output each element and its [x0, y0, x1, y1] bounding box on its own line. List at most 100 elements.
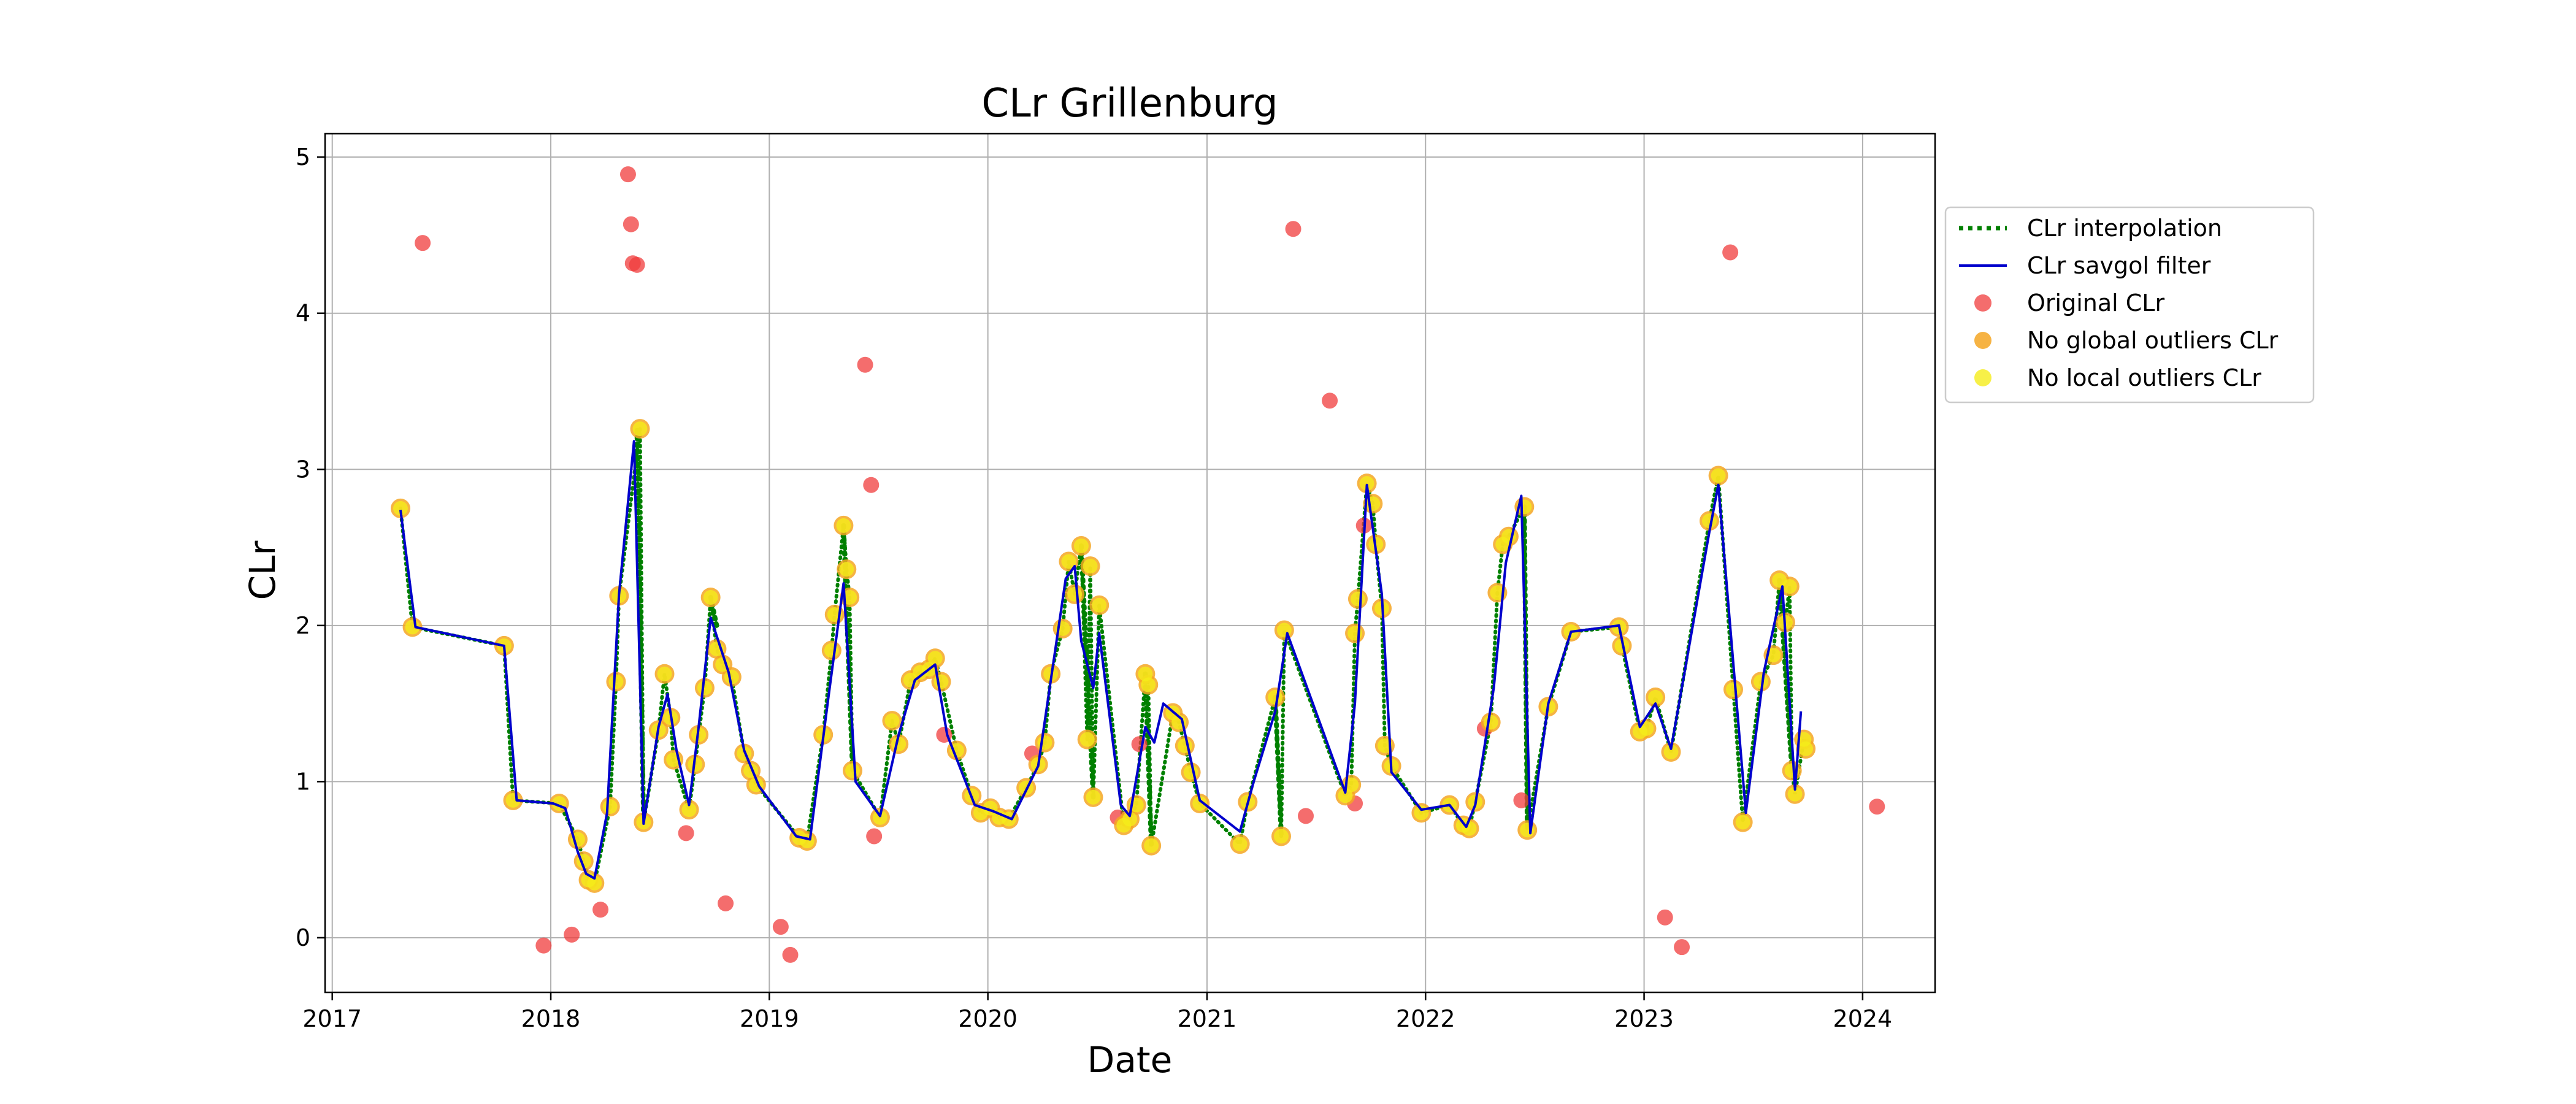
no-local-outliers-point [1061, 554, 1076, 569]
interpolation-segment [1273, 694, 1284, 839]
no-local-outliers-point [1798, 741, 1814, 756]
original-clr-point [415, 235, 431, 251]
no-local-outliers-point [839, 562, 854, 577]
no-local-outliers-point [842, 590, 857, 605]
original-clr-point [718, 895, 734, 911]
no-local-outliers-point [1183, 765, 1198, 780]
savgol-line [399, 440, 1803, 880]
legend: CLr interpolation CLr savgol filter Origin… [1944, 206, 2315, 404]
no-local-outliers-point [872, 810, 887, 825]
no-local-outliers-point [927, 651, 943, 666]
no-local-outliers-point [1735, 815, 1750, 830]
no-local-outliers-point [1276, 623, 1292, 638]
no-local-outliers-point [587, 875, 602, 891]
original-clr-point [866, 828, 883, 845]
no-local-outliers-point [1037, 735, 1052, 750]
no-local-outliers-point [1232, 837, 1248, 852]
no-local-outliers-point [1782, 579, 1797, 594]
no-local-outliers-point [1787, 786, 1803, 802]
no-local-outliers-point [1483, 715, 1498, 730]
x-tick-label: 2017 [302, 1005, 362, 1032]
original-clr-point [629, 256, 645, 273]
no-local-outliers-point [1067, 586, 1083, 602]
legend-handle-global [1974, 332, 1991, 349]
no-local-outliers-point [1079, 732, 1095, 747]
no-local-outliers-point [632, 421, 648, 437]
no-local-outliers-point [1711, 468, 1726, 483]
x-tick-label: 2024 [1833, 1005, 1893, 1032]
no-local-outliers-point [1073, 539, 1089, 553]
no-local-outliers-point [1192, 796, 1208, 811]
legend-label-original: Original CLr [2027, 289, 2164, 316]
no-local-outliers-point [681, 802, 697, 818]
no-local-outliers-point [824, 643, 839, 658]
no-local-outliers-point [393, 500, 408, 516]
no-local-outliers-point [1648, 689, 1663, 705]
no-local-outliers-point [1490, 585, 1505, 600]
x-axis-label: Date [1087, 1039, 1173, 1081]
plot-frame [324, 132, 1936, 994]
no-local-outliers-point [836, 518, 851, 533]
original-clr-point [772, 919, 789, 935]
legend-label-interpolation: CLr interpolation [2027, 215, 2222, 242]
no-local-outliers-point [884, 713, 900, 729]
original-clr-point [1674, 939, 1690, 956]
no-local-outliers-point [1122, 811, 1138, 827]
no-local-outliers-point [697, 680, 712, 696]
original-clr-point [857, 356, 873, 373]
chart-title: CLr Grillenburg [981, 81, 1278, 126]
original-clr-point [623, 216, 639, 232]
y-tick-label: 4 [296, 300, 310, 327]
legend-box [1944, 206, 2315, 404]
x-tick-label: 2019 [740, 1005, 799, 1032]
original-clr-point [1869, 799, 1885, 815]
y-tick-label: 1 [296, 768, 310, 795]
no-local-outliers-point [1359, 476, 1374, 491]
y-tick-label: 5 [296, 144, 310, 171]
x-tick-label: 2021 [1178, 1005, 1237, 1032]
no-local-outliers-point [1268, 689, 1283, 705]
original-clr-point [782, 946, 799, 963]
grid-lines [325, 134, 1935, 992]
legend-label-local: No local outliers CLr [2027, 364, 2261, 391]
no-local-outliers-point [1144, 838, 1159, 853]
original-clr-point [592, 902, 609, 918]
y-axis-ticks: 0 1 2 3 4 5 [296, 144, 325, 951]
no-local-outliers-point [1092, 597, 1107, 613]
original-clr-point [678, 825, 694, 841]
no-local-outliers-point [1377, 738, 1392, 753]
original-clr-point [535, 937, 552, 954]
original-clr-point [1322, 393, 1338, 409]
y-tick-label: 0 [296, 924, 310, 951]
x-tick-label: 2018 [521, 1005, 581, 1032]
original-clr-point [1298, 808, 1314, 824]
no-local-outliers-point [1639, 721, 1654, 736]
original-clr-point [1722, 244, 1739, 261]
no-local-outliers-point [1726, 682, 1741, 697]
no-local-outliers-point [1350, 591, 1365, 607]
no-local-outliers-point [1663, 745, 1679, 759]
no-local-outliers-point [845, 763, 861, 778]
legend-handle-original [1974, 294, 1991, 312]
legend-label-global: No global outliers CLr [2027, 327, 2279, 354]
original-clr-point [1513, 792, 1530, 808]
x-tick-label: 2023 [1614, 1005, 1674, 1032]
interpolation-segment [1143, 671, 1154, 848]
original-clr-point [619, 166, 636, 183]
original-clr-point [863, 477, 880, 493]
y-tick-label: 2 [296, 612, 310, 639]
no-local-outliers-point [1273, 829, 1289, 844]
legend-handle-local [1974, 369, 1991, 386]
no-local-outliers-point [1086, 789, 1101, 805]
original-clr-point [1657, 909, 1673, 926]
y-axis-label: CLr [242, 541, 283, 600]
no-local-outliers-point [1083, 559, 1098, 574]
x-tick-label: 2022 [1396, 1005, 1455, 1032]
no-local-outliers-point [799, 834, 815, 849]
x-axis-ticks: 2017 2018 2019 2020 2021 2022 2023 2024 [302, 992, 1892, 1032]
y-tick-label: 3 [296, 456, 310, 483]
no-local-outliers-point [1141, 677, 1156, 692]
interpolation-segment [1078, 543, 1096, 800]
